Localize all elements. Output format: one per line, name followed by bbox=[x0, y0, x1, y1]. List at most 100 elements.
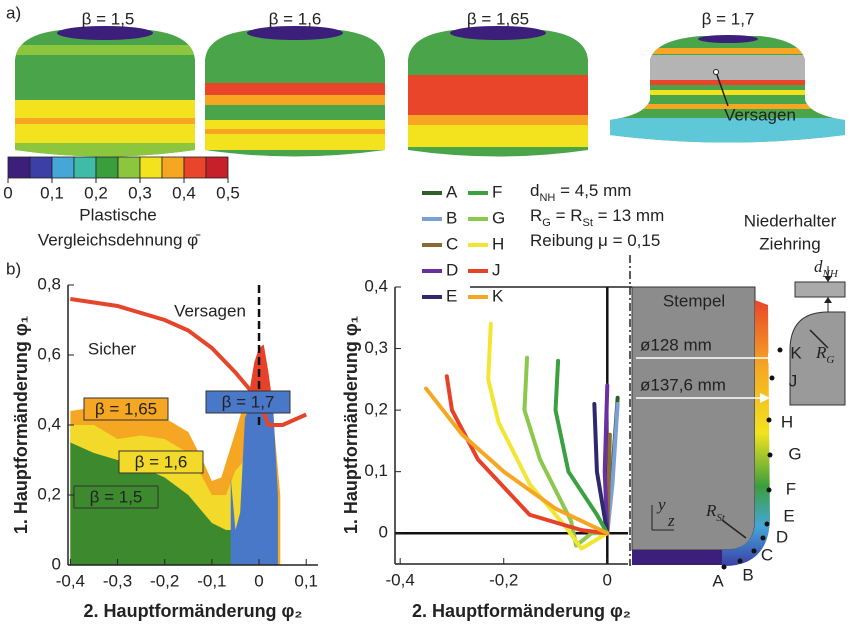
y-axis-title: 1. Hauptformänderung φ₁ bbox=[341, 316, 361, 534]
y-tick-label: 0 bbox=[379, 523, 388, 542]
point-label: G bbox=[788, 444, 801, 463]
part-label: Niederhalter bbox=[744, 211, 837, 230]
point-marker bbox=[766, 417, 772, 423]
subscript: St bbox=[583, 217, 593, 229]
colorbar-title: Vergleichsdehnung φ̄ bbox=[38, 230, 201, 249]
label-box bbox=[83, 397, 169, 421]
x-tick-label: -0,4 bbox=[386, 570, 415, 589]
annotation: Versagen bbox=[174, 301, 246, 320]
x-tick-label: -0,2 bbox=[150, 571, 179, 590]
strain-path bbox=[602, 383, 610, 536]
x-axis-title: 2. Hauptformänderung φ₂ bbox=[412, 601, 631, 621]
y-tick-label: 0,8 bbox=[37, 274, 61, 293]
part-label: Stempel bbox=[663, 291, 725, 310]
x-tick-label: 0 bbox=[603, 570, 612, 589]
image-label: β = 1,6 bbox=[269, 9, 322, 28]
colorbar-segment bbox=[7, 156, 31, 179]
label: dNH bbox=[814, 257, 839, 280]
x-tick-label: 0 bbox=[254, 571, 263, 590]
label-part: d bbox=[814, 257, 823, 276]
subscript: St bbox=[716, 512, 726, 524]
point-marker bbox=[760, 535, 766, 541]
strain-path bbox=[553, 358, 610, 536]
x-tick-label: -0,1 bbox=[197, 571, 226, 590]
x-axis-title: 2. Hauptformänderung φ₂ bbox=[84, 601, 303, 621]
colorbar-title: Plastische bbox=[79, 205, 156, 224]
legend-label: B bbox=[446, 208, 457, 227]
colorbar-tick-label: 0,2 bbox=[84, 183, 108, 202]
colorbar-segment bbox=[51, 156, 75, 179]
label: dNH = 4,5 mm bbox=[530, 181, 631, 203]
subscript: G bbox=[826, 354, 834, 366]
strain-path bbox=[424, 386, 610, 536]
series-label: β = 1,65 bbox=[95, 399, 157, 418]
point-marker bbox=[777, 347, 783, 353]
label-part: = 4,5 mm bbox=[555, 181, 631, 200]
point-label: F bbox=[786, 479, 796, 498]
image-label: β = 1,7 bbox=[702, 9, 755, 28]
point-label: C bbox=[761, 545, 773, 564]
subscript: NH bbox=[822, 268, 839, 280]
legend-label: J bbox=[492, 260, 501, 279]
legend-label: E bbox=[446, 286, 457, 305]
legend-label: D bbox=[446, 260, 458, 279]
label-box bbox=[205, 390, 291, 414]
colorbar-tick-label: 0,5 bbox=[216, 183, 240, 202]
strain-path bbox=[444, 374, 610, 536]
failure-label: Versagen bbox=[724, 105, 796, 124]
rendering bbox=[15, 26, 195, 157]
y-tick-label: 0,1 bbox=[364, 461, 388, 480]
label-part: R bbox=[570, 206, 582, 225]
label-part: R bbox=[705, 501, 717, 520]
image-label: β = 1,5 bbox=[82, 9, 135, 28]
axis-symbol: y bbox=[656, 495, 666, 514]
y-axis-title: 1. Hauptformänderung φ₁ bbox=[11, 316, 31, 534]
part-label: Ziehring bbox=[759, 234, 820, 253]
y-tick-label: 0,4 bbox=[37, 414, 61, 433]
colorbar-segment bbox=[205, 156, 229, 179]
legend-label: C bbox=[446, 234, 458, 253]
x-tick-label: 0,1 bbox=[294, 571, 318, 590]
label: RG = RSt = 13 mm bbox=[530, 206, 664, 228]
point-marker bbox=[766, 487, 772, 493]
panel-label: a) bbox=[6, 3, 21, 22]
label-part: Reibung μ = 0,15 bbox=[530, 231, 660, 250]
point-marker bbox=[721, 564, 727, 570]
strain-path bbox=[592, 401, 610, 536]
label-box bbox=[118, 450, 204, 474]
point-label: K bbox=[790, 343, 802, 362]
x-tick-label: -0,3 bbox=[103, 571, 132, 590]
rendering bbox=[205, 26, 385, 157]
y-tick-label: 0,3 bbox=[364, 338, 388, 357]
point-label: H bbox=[781, 412, 793, 431]
point-label: B bbox=[742, 565, 753, 584]
y-tick-label: 0,4 bbox=[364, 276, 388, 295]
label: RSt bbox=[705, 501, 726, 524]
y-tick-label: 0 bbox=[52, 554, 61, 573]
colorbar-segment bbox=[73, 156, 97, 179]
x-tick-label: -0,4 bbox=[56, 571, 85, 590]
colorbar-segment bbox=[29, 156, 53, 179]
y-tick-label: 0,6 bbox=[37, 344, 61, 363]
colorbar-segment bbox=[117, 156, 141, 179]
region bbox=[230, 390, 278, 565]
point-label: A bbox=[712, 571, 724, 590]
label-part: R bbox=[815, 343, 827, 362]
point-label: E bbox=[783, 506, 794, 525]
colorbar-segment bbox=[139, 156, 163, 179]
panel-label: b) bbox=[6, 259, 21, 278]
series-label: β = 1,6 bbox=[135, 452, 188, 471]
colorbar-segment bbox=[161, 156, 185, 179]
point-marker bbox=[764, 521, 770, 527]
dimension-label: ø128 mm bbox=[640, 335, 712, 354]
failure-line bbox=[70, 297, 308, 427]
y-tick-label: 0,2 bbox=[37, 484, 61, 503]
colorbar-tick-label: 0 bbox=[3, 183, 12, 202]
strain-path bbox=[486, 321, 610, 551]
dimension-label: ø137,6 mm bbox=[640, 375, 726, 394]
label: Reibung μ = 0,15 bbox=[530, 231, 660, 250]
subscript: NH bbox=[539, 192, 555, 204]
label: RG bbox=[815, 343, 834, 366]
legend-label: A bbox=[446, 182, 458, 201]
